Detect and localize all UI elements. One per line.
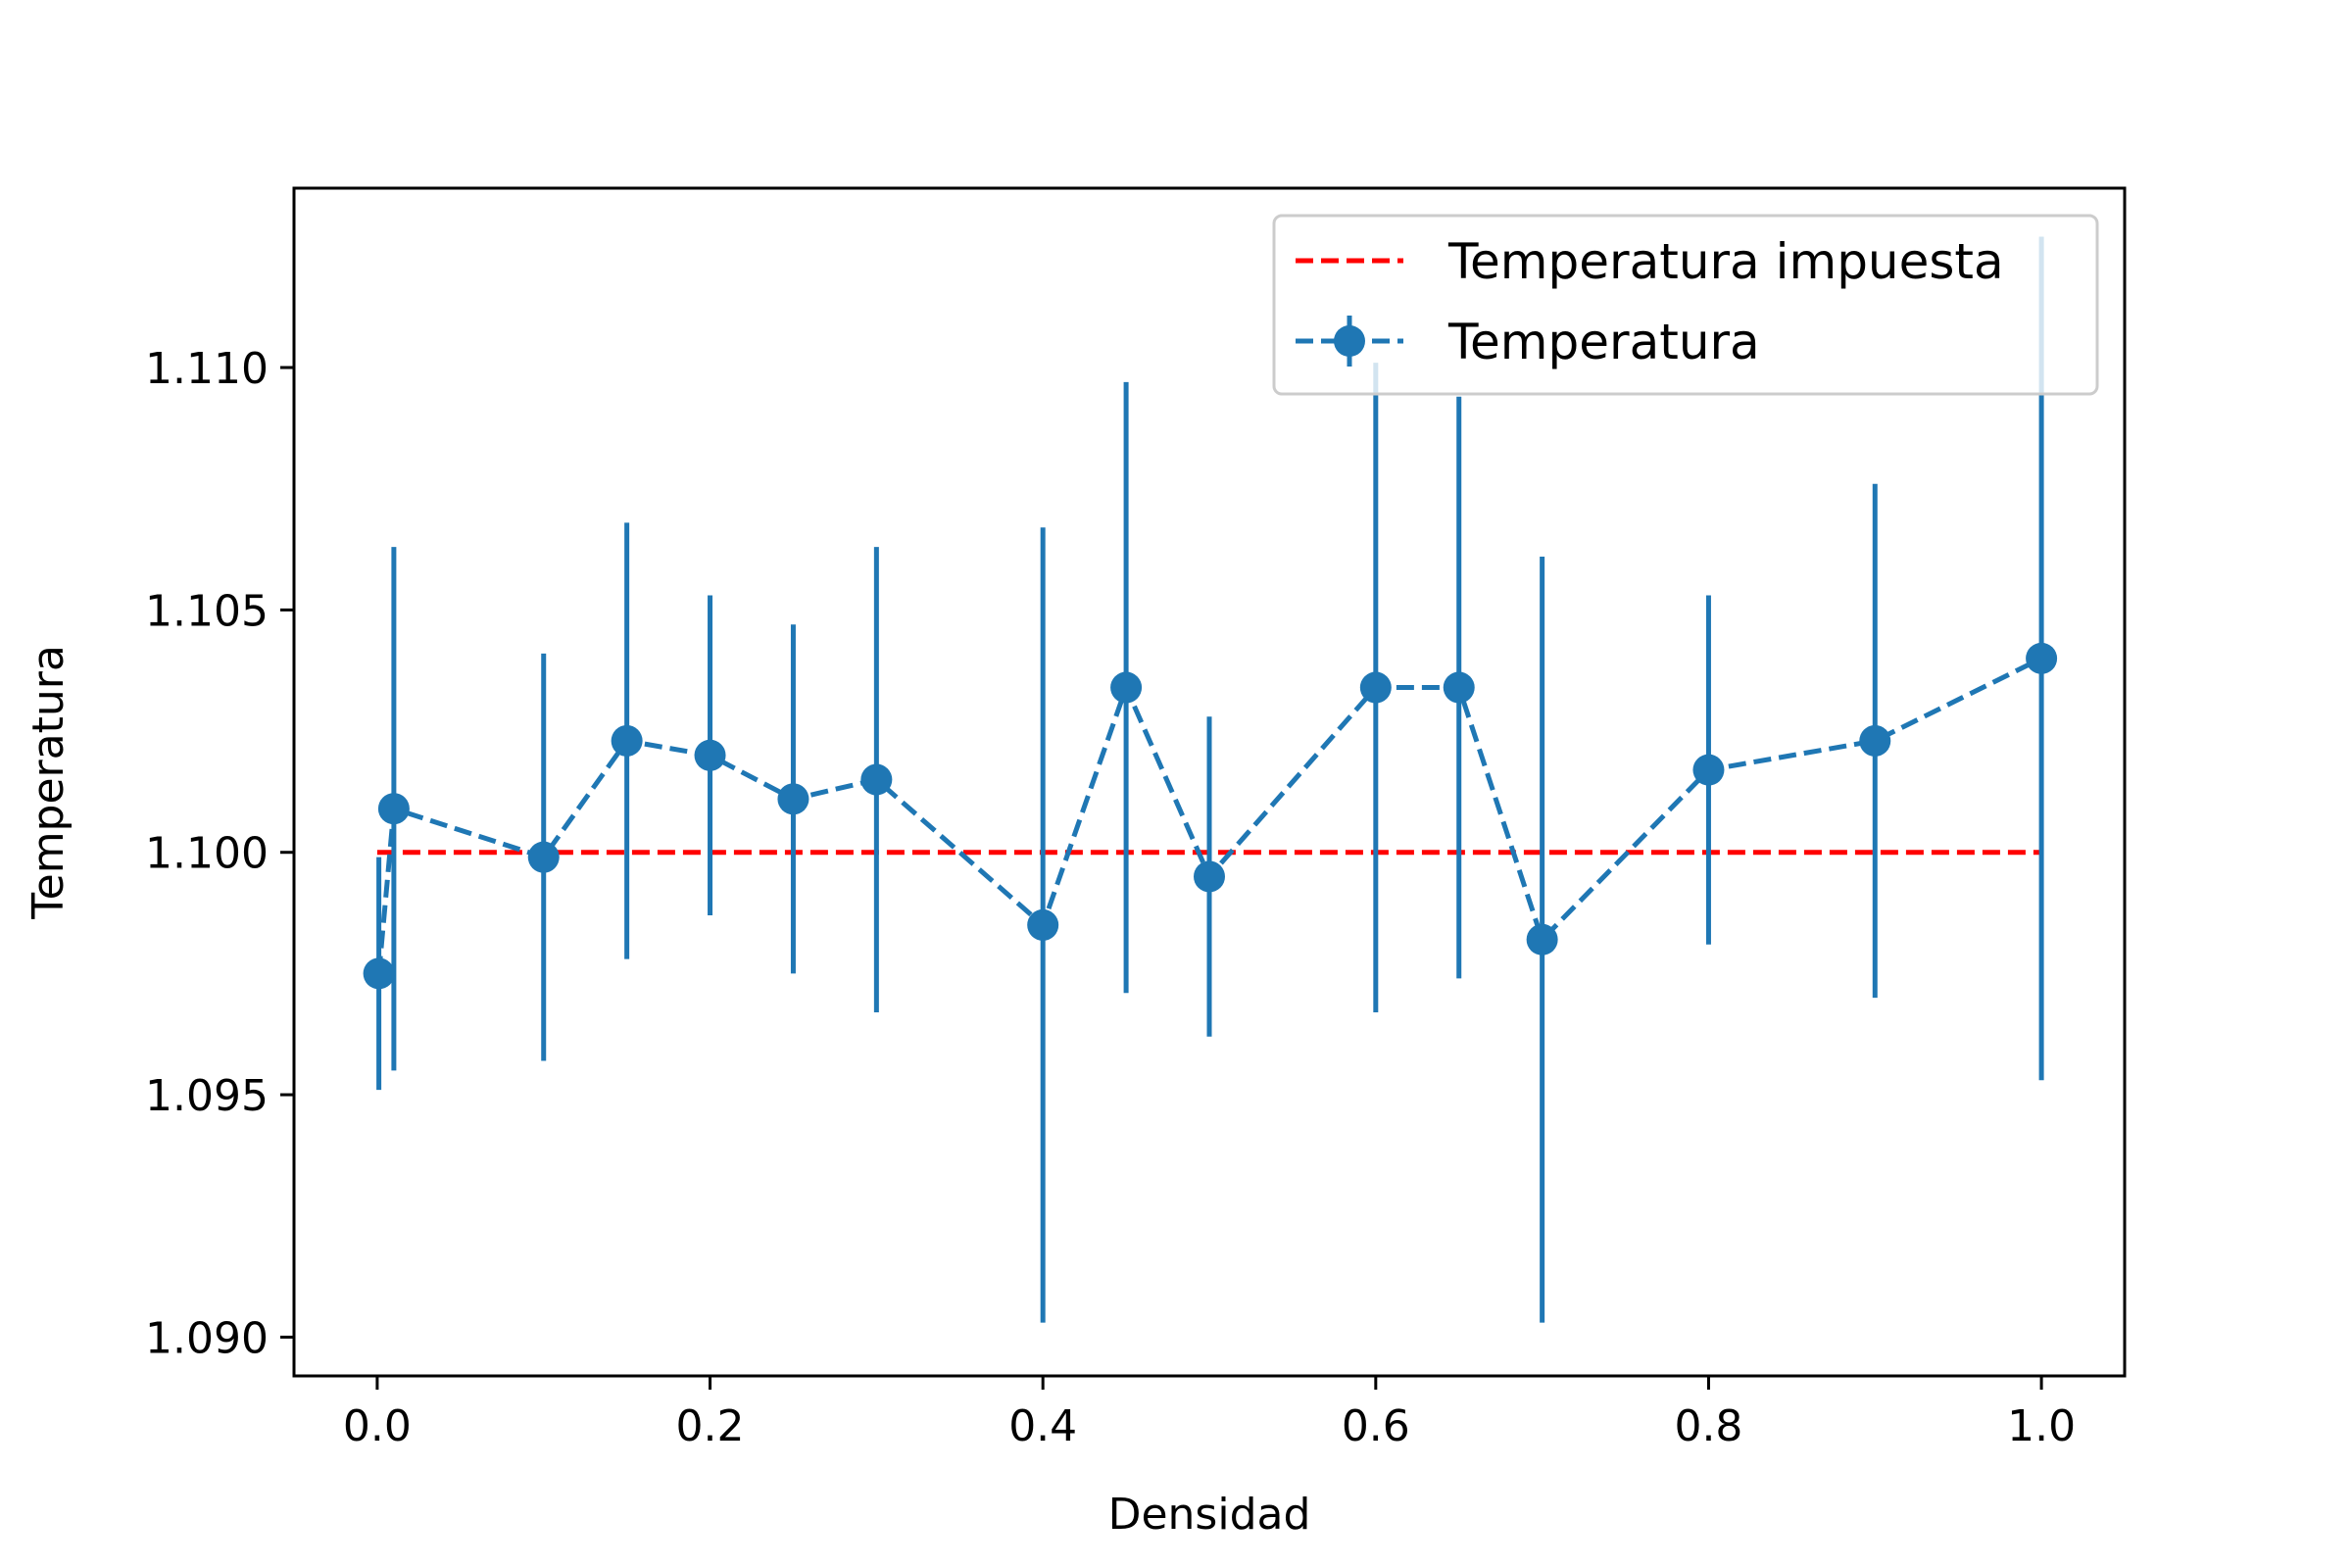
data-point [1110, 671, 1143, 704]
legend-label-reference: Temperatura impuesta [1447, 233, 2004, 290]
y-tick-label: 1.110 [145, 344, 269, 394]
y-axis-label: Temperatura [24, 645, 74, 920]
y-tick-label: 1.090 [145, 1313, 269, 1363]
data-point [363, 957, 395, 990]
data-point [611, 724, 643, 757]
y-tick-label: 1.095 [145, 1071, 269, 1121]
data-point [2026, 642, 2058, 674]
data-point [527, 841, 560, 873]
data-point [1859, 724, 1891, 757]
x-axis-label: Densidad [1108, 1490, 1311, 1540]
x-tick-label: 0.8 [1674, 1401, 1742, 1451]
x-tick-label: 0.4 [1008, 1401, 1077, 1451]
x-tick-label: 0.0 [343, 1401, 412, 1451]
legend-label-series: Temperatura [1447, 314, 1760, 370]
data-point [1359, 671, 1392, 704]
y-axis: 1.090 1.095 1.100 1.105 1.110 [145, 344, 294, 1363]
data-point [694, 739, 726, 771]
legend-box [1272, 214, 2099, 396]
data-point [1526, 923, 1558, 956]
plot-area [363, 236, 2058, 1323]
data-point [377, 793, 410, 825]
legend: Temperatura impuesta Temperatura [1272, 214, 2099, 396]
series-line [376, 656, 2043, 974]
data-point [1027, 908, 1059, 941]
data-point [1443, 671, 1475, 704]
x-axis: 0.0 0.2 0.4 0.6 0.8 1.0 [343, 1376, 2076, 1451]
data-point [777, 783, 809, 815]
data-point [860, 763, 893, 796]
axes-frame [292, 186, 2127, 1378]
y-tick-label: 1.105 [145, 586, 269, 636]
data-point [1692, 754, 1725, 786]
y-tick-label: 1.100 [145, 829, 269, 879]
x-tick-label: 1.0 [2007, 1401, 2076, 1451]
legend-swatch-marker [1334, 325, 1365, 357]
data-point [1194, 860, 1225, 893]
x-tick-label: 0.2 [676, 1401, 745, 1451]
x-tick-label: 0.6 [1342, 1401, 1410, 1451]
